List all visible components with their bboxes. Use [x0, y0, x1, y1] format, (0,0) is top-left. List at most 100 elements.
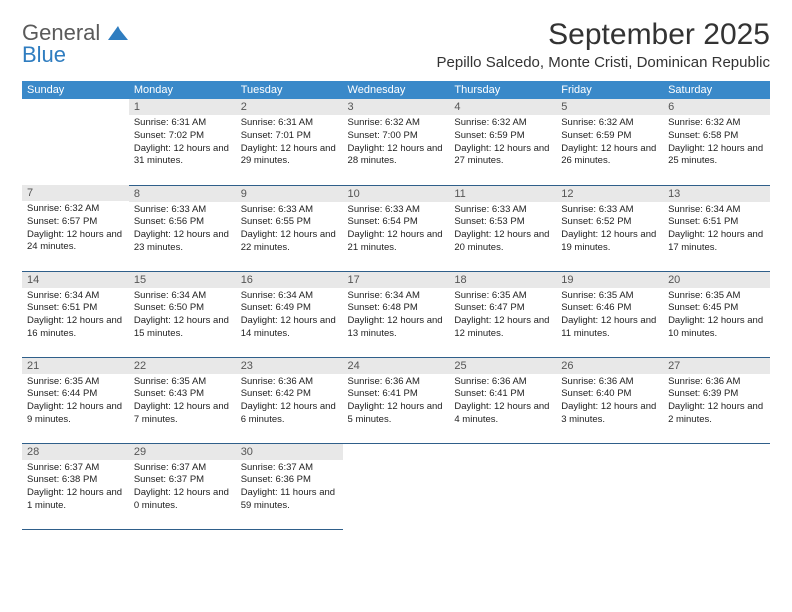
title-block: September 2025 Pepillo Salcedo, Monte Cr… — [437, 18, 771, 71]
day-cell: 30Sunrise: 6:37 AMSunset: 6:36 PMDayligh… — [236, 443, 343, 529]
day-number — [663, 444, 770, 460]
week-row: 21Sunrise: 6:35 AMSunset: 6:44 PMDayligh… — [22, 357, 770, 443]
sunset: Sunset: 6:54 PM — [348, 216, 445, 229]
sunrise: Sunrise: 6:32 AM — [348, 117, 445, 130]
sunrise: Sunrise: 6:34 AM — [668, 204, 765, 217]
day-cell: 10Sunrise: 6:33 AMSunset: 6:54 PMDayligh… — [343, 185, 450, 271]
sunset: Sunset: 6:51 PM — [668, 216, 765, 229]
day-details: Sunrise: 6:34 AMSunset: 6:51 PMDaylight:… — [663, 202, 770, 259]
sunset: Sunset: 7:00 PM — [348, 130, 445, 143]
daylight: Daylight: 12 hours and 29 minutes. — [241, 143, 338, 169]
sunrise: Sunrise: 6:36 AM — [348, 376, 445, 389]
calendar-body: 1Sunrise: 6:31 AMSunset: 7:02 PMDaylight… — [22, 99, 770, 529]
day-details: Sunrise: 6:32 AMSunset: 6:58 PMDaylight:… — [663, 115, 770, 172]
sunset: Sunset: 6:44 PM — [27, 388, 124, 401]
daylight: Daylight: 12 hours and 2 minutes. — [668, 401, 765, 427]
day-cell: 28Sunrise: 6:37 AMSunset: 6:38 PMDayligh… — [22, 443, 129, 529]
daylight: Daylight: 12 hours and 21 minutes. — [348, 229, 445, 255]
day-cell: 27 Sunrise: 6:36 AMSunset: 6:39 PMDayligh… — [663, 357, 770, 443]
day-details: Sunrise: 6:31 AMSunset: 7:01 PMDaylight:… — [236, 115, 343, 172]
day-cell: 9Sunrise: 6:33 AMSunset: 6:55 PMDaylight… — [236, 185, 343, 271]
day-number: 7 — [22, 185, 129, 201]
daylight: Daylight: 12 hours and 7 minutes. — [134, 401, 231, 427]
day-cell — [449, 443, 556, 529]
day-details: Sunrise: 6:32 AMSunset: 6:57 PMDaylight:… — [22, 201, 129, 258]
day-cell — [663, 443, 770, 529]
sunset: Sunset: 6:55 PM — [241, 216, 338, 229]
sunset: Sunset: 6:36 PM — [241, 474, 338, 487]
daylight: Daylight: 12 hours and 31 minutes. — [134, 143, 231, 169]
day-details: Sunrise: 6:34 AMSunset: 6:51 PMDaylight:… — [22, 288, 129, 345]
day-number: 18 — [449, 272, 556, 288]
sunrise: Sunrise: 6:36 AM — [241, 376, 338, 389]
day-details: Sunrise: 6:36 AMSunset: 6:42 PMDaylight:… — [236, 374, 343, 431]
daylight: Daylight: 11 hours and 59 minutes. — [241, 487, 338, 513]
week-row: 1Sunrise: 6:31 AMSunset: 7:02 PMDaylight… — [22, 99, 770, 185]
sunset: Sunset: 6:47 PM — [454, 302, 551, 315]
sunset: Sunset: 6:39 PM — [668, 388, 765, 401]
day-cell: 29Sunrise: 6:37 AMSunset: 6:37 PMDayligh… — [129, 443, 236, 529]
day-details: Sunrise: 6:34 AMSunset: 6:50 PMDaylight:… — [129, 288, 236, 345]
day-cell: 21Sunrise: 6:35 AMSunset: 6:44 PMDayligh… — [22, 357, 129, 443]
sunrise: Sunrise: 6:34 AM — [27, 290, 124, 303]
sunset: Sunset: 6:46 PM — [561, 302, 658, 315]
week-row: 14Sunrise: 6:34 AMSunset: 6:51 PMDayligh… — [22, 271, 770, 357]
week-row: 7Sunrise: 6:32 AMSunset: 6:57 PMDaylight… — [22, 185, 770, 271]
daylight: Daylight: 12 hours and 17 minutes. — [668, 229, 765, 255]
daylight: Daylight: 12 hours and 25 minutes. — [668, 143, 765, 169]
day-cell: 24Sunrise: 6:36 AMSunset: 6:41 PMDayligh… — [343, 357, 450, 443]
day-cell: 20Sunrise: 6:35 AMSunset: 6:45 PMDayligh… — [663, 271, 770, 357]
day-number: 6 — [663, 99, 770, 115]
sunset: Sunset: 6:53 PM — [454, 216, 551, 229]
daylight: Daylight: 12 hours and 19 minutes. — [561, 229, 658, 255]
day-number — [449, 444, 556, 460]
day-details: Sunrise: 6:35 AMSunset: 6:43 PMDaylight:… — [129, 374, 236, 431]
sunset: Sunset: 6:40 PM — [561, 388, 658, 401]
day-details: Sunrise: 6:35 AMSunset: 6:46 PMDaylight:… — [556, 288, 663, 345]
day-details: Sunrise: 6:37 AMSunset: 6:36 PMDaylight:… — [236, 460, 343, 517]
day-number: 3 — [343, 99, 450, 115]
day-number: 10 — [343, 186, 450, 202]
day-details: Sunrise: 6:35 AMSunset: 6:47 PMDaylight:… — [449, 288, 556, 345]
day-number: 15 — [129, 272, 236, 288]
sunset: Sunset: 6:45 PM — [668, 302, 765, 315]
day-number: 23 — [236, 358, 343, 374]
day-number: 30 — [236, 444, 343, 460]
day-number: 9 — [236, 186, 343, 202]
sunset: Sunset: 6:37 PM — [134, 474, 231, 487]
day-number: 16 — [236, 272, 343, 288]
day-cell: 17Sunrise: 6:34 AMSunset: 6:48 PMDayligh… — [343, 271, 450, 357]
daylight: Daylight: 12 hours and 3 minutes. — [561, 401, 658, 427]
sunrise: Sunrise: 6:32 AM — [668, 117, 765, 130]
sunrise: Sunrise: 6:34 AM — [348, 290, 445, 303]
day-details: Sunrise: 6:34 AMSunset: 6:48 PMDaylight:… — [343, 288, 450, 345]
logo: General Blue — [22, 22, 128, 66]
sunset: Sunset: 6:41 PM — [454, 388, 551, 401]
sunset: Sunset: 6:56 PM — [134, 216, 231, 229]
day-details: Sunrise: 6:31 AMSunset: 7:02 PMDaylight:… — [129, 115, 236, 172]
day-number: 2 — [236, 99, 343, 115]
sunrise: Sunrise: 6:37 AM — [134, 462, 231, 475]
sunset: Sunset: 6:49 PM — [241, 302, 338, 315]
day-cell: 22Sunrise: 6:35 AMSunset: 6:43 PMDayligh… — [129, 357, 236, 443]
day-number: 27 — [663, 358, 770, 374]
day-cell: 19Sunrise: 6:35 AMSunset: 6:46 PMDayligh… — [556, 271, 663, 357]
day-number: 1 — [129, 99, 236, 115]
sunset: Sunset: 6:50 PM — [134, 302, 231, 315]
day-details: Sunrise: 6:37 AMSunset: 6:37 PMDaylight:… — [129, 460, 236, 517]
day-details: Sunrise: 6:37 AMSunset: 6:38 PMDaylight:… — [22, 460, 129, 517]
sunset: Sunset: 7:02 PM — [134, 130, 231, 143]
daylight: Daylight: 12 hours and 23 minutes. — [134, 229, 231, 255]
day-number: 11 — [449, 186, 556, 202]
sunrise: Sunrise: 6:36 AM — [668, 376, 765, 389]
day-number: 13 — [663, 186, 770, 202]
sunrise: Sunrise: 6:32 AM — [454, 117, 551, 130]
sunset: Sunset: 6:51 PM — [27, 302, 124, 315]
daylight: Daylight: 12 hours and 10 minutes. — [668, 315, 765, 341]
day-cell: 11Sunrise: 6:33 AMSunset: 6:53 PMDayligh… — [449, 185, 556, 271]
sunset: Sunset: 6:43 PM — [134, 388, 231, 401]
day-details: Sunrise: 6:33 AMSunset: 6:54 PMDaylight:… — [343, 202, 450, 259]
sunrise: Sunrise: 6:32 AM — [27, 203, 124, 216]
day-cell: 3Sunrise: 6:32 AMSunset: 7:00 PMDaylight… — [343, 99, 450, 185]
day-cell: 1Sunrise: 6:31 AMSunset: 7:02 PMDaylight… — [129, 99, 236, 185]
